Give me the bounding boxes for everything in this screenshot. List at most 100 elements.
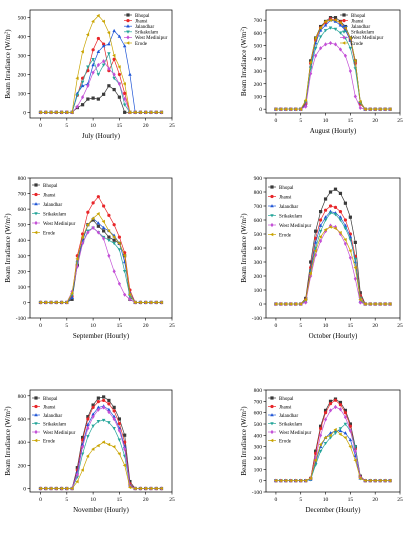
data-point [283, 107, 288, 111]
data-point [107, 213, 111, 217]
data-point [91, 57, 95, 62]
data-point [373, 107, 377, 111]
data-point [159, 486, 163, 491]
x-tick-label: 15 [117, 123, 123, 129]
data-point [107, 402, 111, 406]
data-point [96, 221, 101, 225]
data-point [112, 53, 116, 58]
data-point [86, 435, 90, 439]
series-erode [274, 427, 392, 483]
data-point [54, 486, 58, 491]
data-point [102, 405, 106, 410]
y-tick-label: 200 [18, 463, 27, 469]
data-point [117, 72, 122, 77]
plot-frame [29, 389, 173, 493]
legend-entry: Srikakulam [43, 212, 66, 217]
data-point [80, 83, 85, 88]
data-point [75, 257, 79, 261]
data-point [96, 399, 100, 404]
y-tick-label: 100 [254, 94, 263, 100]
x-tick-label: 15 [348, 497, 354, 503]
data-point [353, 240, 357, 244]
legend-entry: Jhansi [135, 19, 148, 24]
data-point [112, 242, 116, 246]
data-point [143, 300, 147, 305]
data-point [383, 302, 387, 306]
y-tick-label: 700 [254, 18, 263, 24]
data-point [75, 104, 79, 109]
y-tick-label: 100 [18, 285, 27, 291]
data-point [353, 458, 357, 463]
data-point [117, 81, 122, 86]
data-point [96, 420, 101, 424]
data-point [343, 237, 347, 242]
plot-frame [265, 9, 401, 114]
data-point [159, 300, 163, 305]
data-point [343, 411, 348, 415]
legend-marker [126, 13, 130, 17]
y-tick-label: 300 [254, 260, 263, 266]
data-point [49, 300, 53, 305]
data-point [333, 187, 338, 191]
data-point [338, 31, 343, 35]
y-tick-label: -100 [252, 490, 262, 496]
data-point [353, 94, 357, 99]
data-point [96, 13, 100, 18]
chart-panel-5: 0 5 10 15 20 25 0 200 400 600 800 November (Hourly)… [4, 389, 175, 514]
data-point [314, 229, 318, 233]
y-tick-label: 300 [254, 445, 263, 451]
data-point [309, 71, 313, 76]
series-jalandhar [274, 18, 392, 111]
legend-marker [342, 13, 346, 17]
data-point [318, 229, 323, 234]
data-point [107, 238, 111, 243]
legend-marker [342, 41, 346, 45]
series-line [40, 217, 162, 303]
data-point [338, 407, 343, 412]
x-tick-label: 10 [90, 123, 96, 129]
x-tick-label: 0 [275, 497, 278, 503]
legend-entry: West Medinipur [43, 431, 76, 436]
data-point [38, 300, 42, 305]
series-line [40, 396, 162, 489]
legend-marker [34, 192, 38, 197]
data-point [304, 104, 308, 109]
data-point [128, 72, 132, 76]
x-tick-label: 0 [275, 323, 278, 329]
data-point [38, 110, 42, 115]
data-point [323, 23, 328, 27]
data-point [343, 241, 348, 246]
data-point [123, 433, 127, 437]
data-point [308, 60, 312, 64]
data-point [338, 23, 343, 27]
data-point [112, 223, 116, 227]
data-point [59, 486, 63, 491]
data-point [117, 438, 122, 442]
data-point [328, 18, 332, 22]
legend-entry: Bhopal [279, 186, 294, 191]
data-point [101, 44, 106, 48]
legend-marker [34, 183, 38, 187]
data-point [348, 422, 352, 426]
legend-entry: Jhansi [279, 405, 292, 410]
chart-panel-3: 0 5 10 15 20 25 -100 0 100 200 300 400 500 600 700 800 S… [4, 176, 176, 340]
data-point [323, 417, 328, 422]
data-point [96, 405, 101, 409]
data-point [96, 195, 100, 199]
data-point [358, 291, 362, 295]
x-tick-label: 20 [143, 323, 149, 329]
legend-entry: Srikakulam [43, 422, 66, 427]
data-point [338, 230, 342, 235]
data-point [343, 415, 348, 420]
series-west-medinipur [274, 40, 392, 112]
y-tick-label: 0 [23, 487, 26, 493]
y-tick-label: 500 [254, 232, 263, 238]
y-tick-label: 800 [18, 176, 27, 182]
legend-marker [270, 429, 274, 435]
data-point [358, 99, 362, 104]
data-point [143, 486, 147, 491]
legend-entry: Jalandhar [43, 414, 62, 419]
data-point [122, 254, 126, 258]
data-point [64, 300, 69, 305]
data-point [107, 421, 111, 425]
